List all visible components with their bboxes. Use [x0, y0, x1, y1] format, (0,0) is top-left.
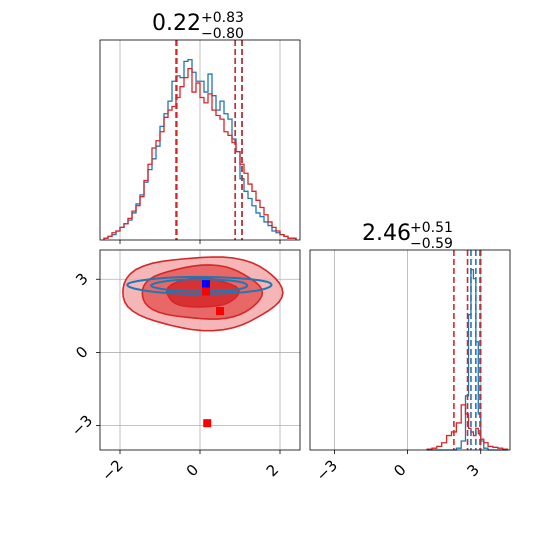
marker-blue_marker [202, 280, 210, 289]
title-param-1-plus: +0.83 [201, 10, 244, 26]
title-param-1: 0.22 +0.83 −0.80 [152, 10, 244, 42]
marker-red_marker [216, 306, 224, 315]
title-param-2-plus: +0.51 [410, 220, 453, 236]
x-tick-label: 0 [390, 461, 409, 480]
title-param-1-median: 0.22 [152, 11, 201, 36]
x-tick-label: −3 [313, 456, 341, 484]
blue-contour-level-2 [149, 278, 249, 293]
y-tick-label: 3 [72, 270, 91, 289]
x-tick-label: 0 [183, 461, 202, 480]
title-param-2: 2.46 +0.51 −0.59 [362, 220, 453, 252]
x-tick-label: −2 [98, 456, 126, 484]
axes-frame [309, 249, 511, 451]
histogram-panel-param-1 [99, 39, 301, 244]
contour-panel-2d: −2 0 2 −3 0 3 [68, 249, 301, 485]
histogram-panel-param-2: −3 0 3 [309, 249, 511, 485]
histogram-red-series [103, 67, 297, 240]
marker-red_marker [203, 419, 212, 428]
blue-contour-level-1 [126, 275, 273, 295]
x-tick-label: 2 [263, 461, 282, 480]
marker-red_marker [202, 287, 210, 296]
y-tick-label: 0 [72, 343, 91, 362]
histogram-blue-series [103, 58, 297, 240]
title-param-1-minus: −0.80 [201, 26, 244, 42]
y-tick-label: −3 [68, 411, 96, 439]
title-param-2-minus: −0.59 [410, 236, 453, 252]
title-param-2-median: 2.46 [362, 221, 411, 246]
x-tick-label: 3 [463, 461, 482, 480]
